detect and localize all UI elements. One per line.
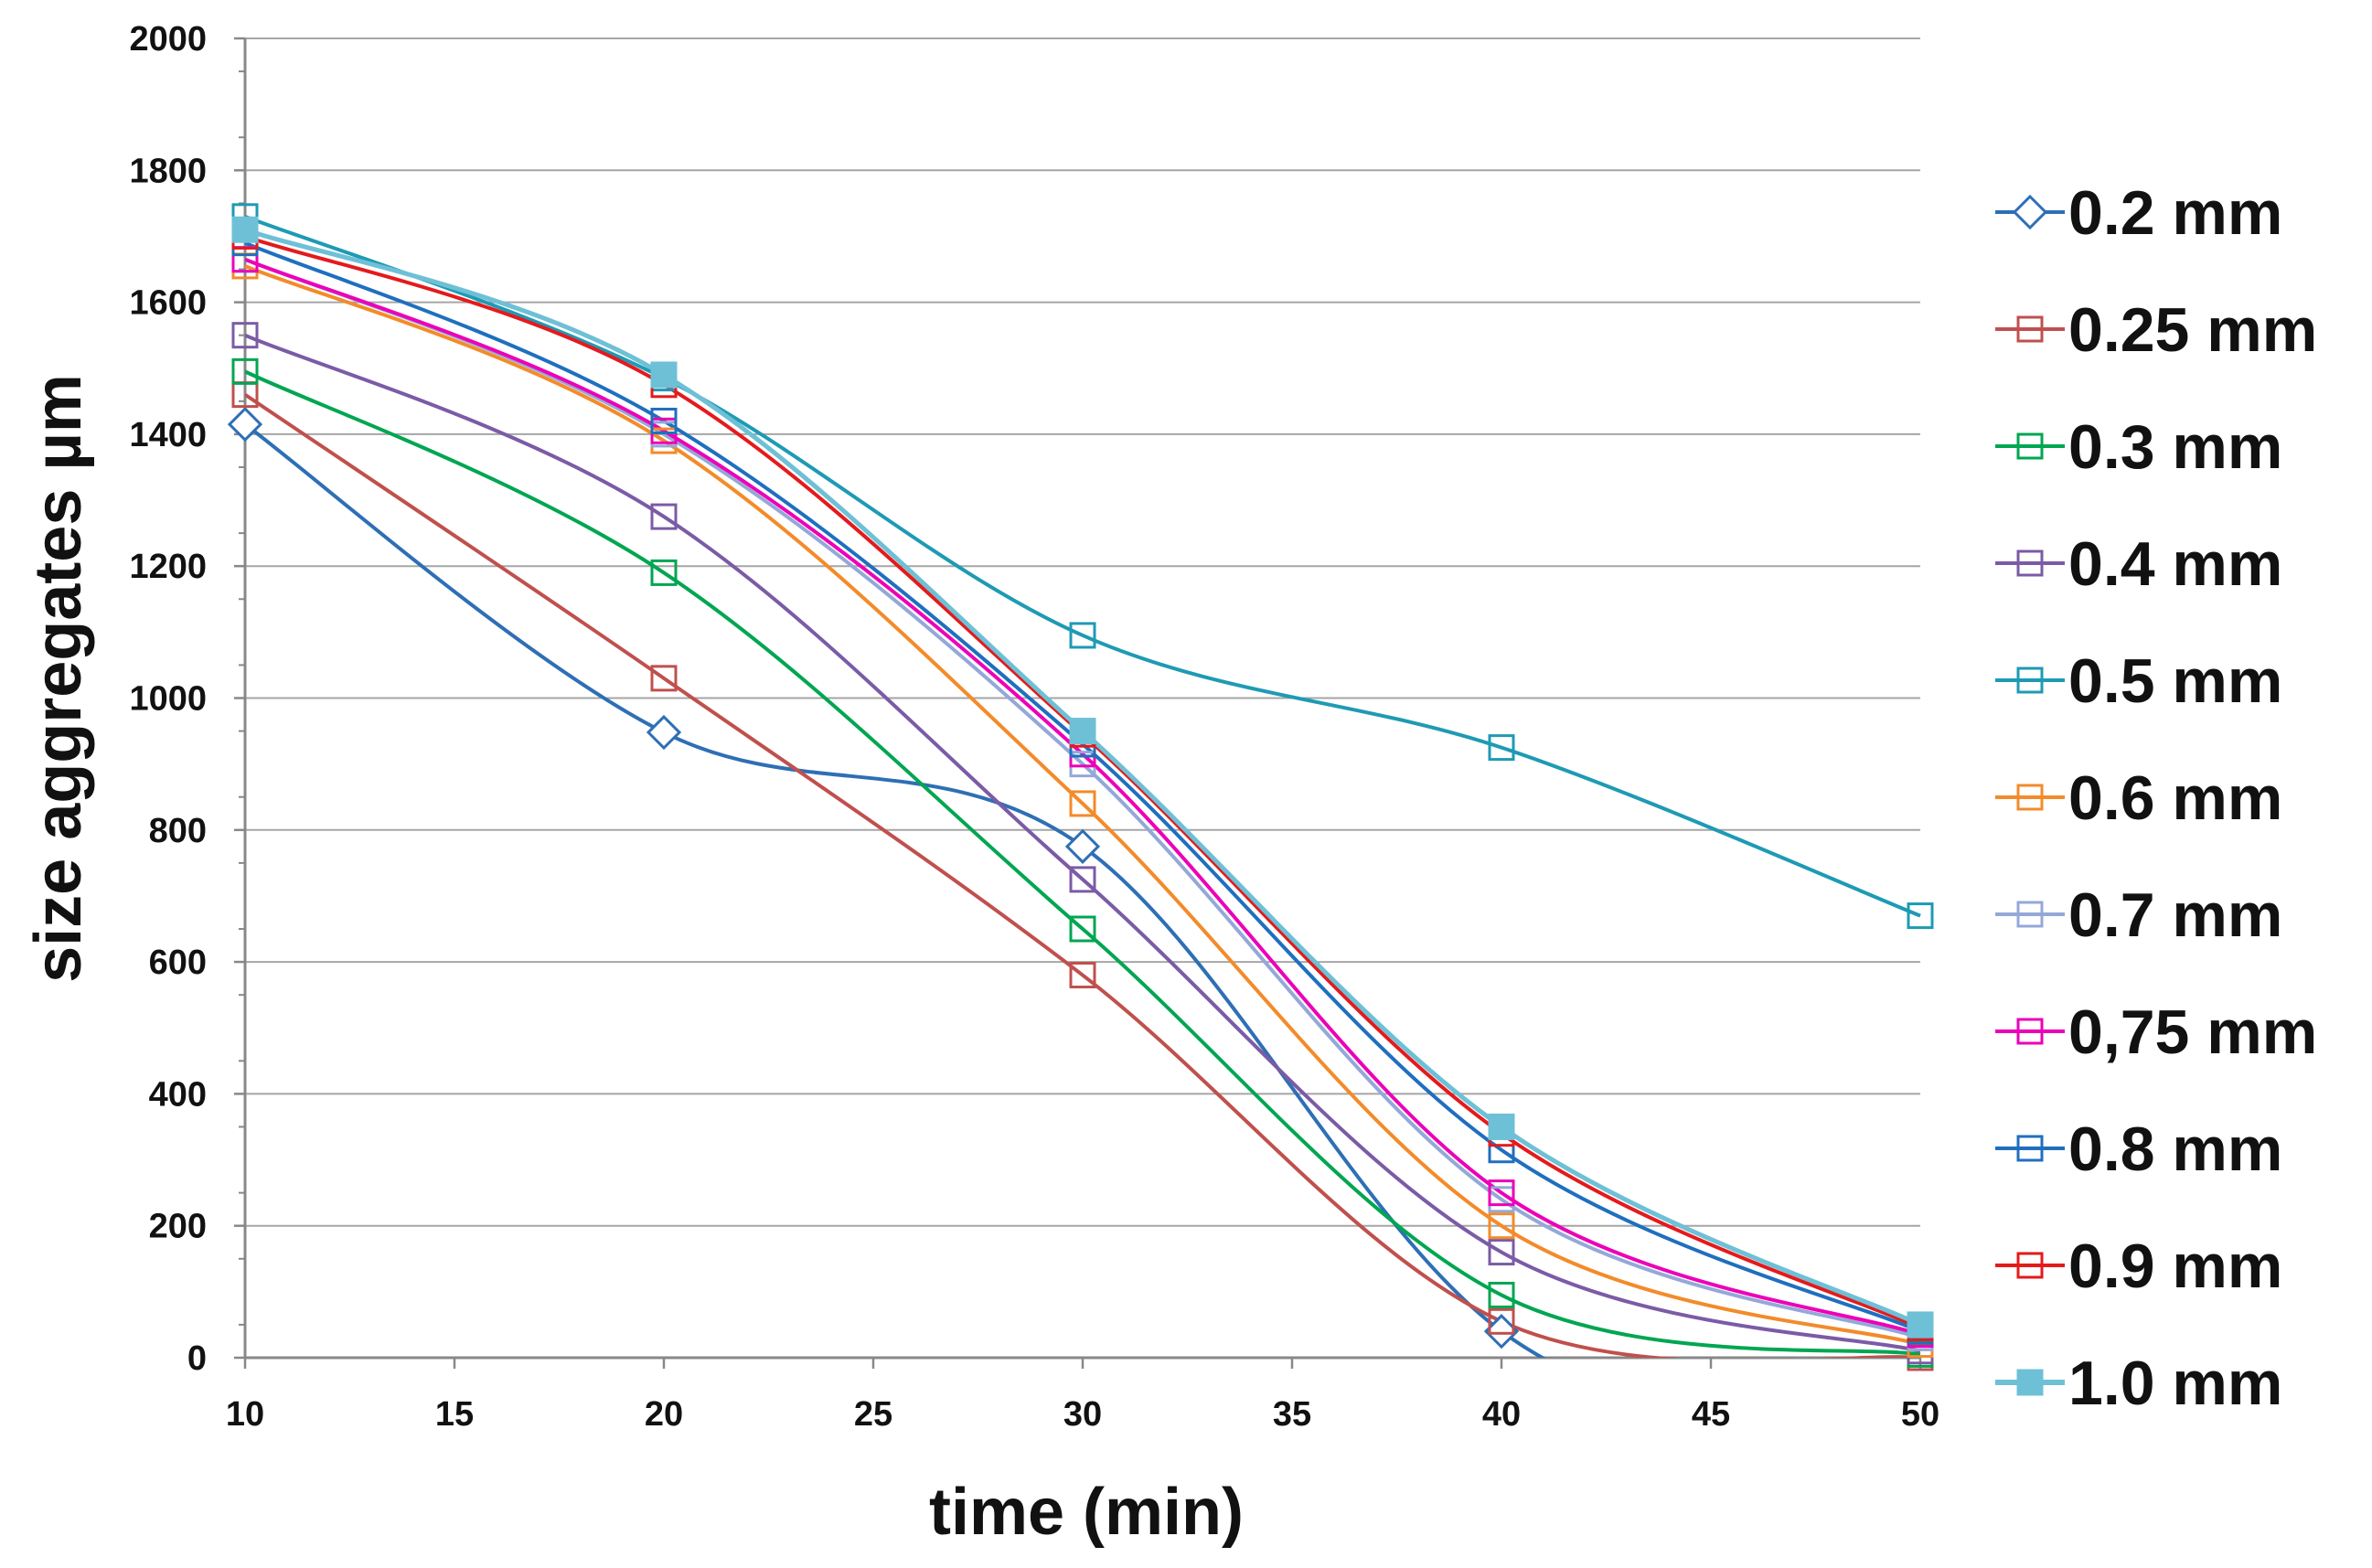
data-point-0-4-mm-t10 xyxy=(231,322,259,349)
data-point-0-2-mm-t30 xyxy=(1064,828,1101,864)
data-point-0-2-mm-t40 xyxy=(1483,1314,1520,1349)
legend-label-0-8-mm: 0.8 mm xyxy=(2068,1115,2282,1184)
legend-marker-0-6-mm xyxy=(2016,784,2044,811)
data-point-0-2-mm-t10 xyxy=(227,406,263,443)
x-tick-label-25: 25 xyxy=(854,1395,892,1434)
data-point-0-25-mm-t30 xyxy=(1069,962,1096,989)
data-point-1-0-mm-t20 xyxy=(650,361,678,389)
legend-marker-0-2-mm xyxy=(2012,194,2048,230)
y-tick-label-2000: 2000 xyxy=(129,20,207,59)
x-tick-label-50: 50 xyxy=(1901,1395,1939,1434)
legend-label-0-3-mm: 0.3 mm xyxy=(2068,412,2282,482)
legend-marker-0-3-mm xyxy=(2016,432,2044,460)
data-point-0-25-mm-t40 xyxy=(1488,1307,1515,1335)
gridlines xyxy=(245,37,1920,1227)
x-tick-label-10: 10 xyxy=(226,1395,264,1434)
series-line-0-3-mm xyxy=(245,369,1921,1357)
data-point-0-2-mm-t20 xyxy=(646,714,682,751)
tick-labels: 0 200 400 600 800 1000 1200 1400 1600 1800 2000 10 1… xyxy=(129,20,1939,1434)
legend-label-0-7-mm: 0.7 mm xyxy=(2068,880,2282,950)
legend-label-0-4-mm: 0.4 mm xyxy=(2068,529,2282,599)
data-point-0-5-mm-t50 xyxy=(1907,902,1934,930)
y-tick-label-1800: 1800 xyxy=(129,152,207,190)
markers-group xyxy=(227,203,1934,1371)
legend-label-0-6-mm: 0.6 mm xyxy=(2068,763,2282,833)
data-point-0-3-mm-t30 xyxy=(1069,915,1096,943)
x-tick-label-15: 15 xyxy=(435,1395,474,1434)
y-tick-label-600: 600 xyxy=(149,944,207,982)
legend-label-0-25-mm: 0.25 mm xyxy=(2068,295,2317,365)
series-line-0-5-mm xyxy=(245,214,1921,918)
legend-marker-0-25-mm xyxy=(2016,315,2044,343)
data-point-0-4-mm-t20 xyxy=(650,503,678,530)
data-point-0-6-mm-t30 xyxy=(1069,790,1096,817)
legend-label-0-75-mm: 0,75 mm xyxy=(2068,997,2317,1067)
y-tick-label-800: 800 xyxy=(149,812,207,850)
series-line-0-4-mm xyxy=(245,333,1921,1353)
legend-label-1-0-mm: 1.0 mm xyxy=(2068,1349,2282,1418)
legend-marker-0-7-mm xyxy=(2016,901,2044,928)
legend-label-0-5-mm: 0.5 mm xyxy=(2068,646,2282,716)
data-point-0-3-mm-t10 xyxy=(231,357,259,385)
legend-label-0-2-mm: 0.2 mm xyxy=(2068,178,2282,248)
legend-marker-1-0-mm xyxy=(2016,1369,2044,1396)
legend-marker-0-75-mm xyxy=(2016,1018,2044,1045)
y-tick-label-200: 200 xyxy=(149,1208,207,1246)
data-point-0-8-mm-t20 xyxy=(650,407,678,434)
data-point-0-5-mm-t40 xyxy=(1488,734,1515,762)
y-tick-label-1600: 1600 xyxy=(129,284,207,323)
data-point-0-4-mm-t30 xyxy=(1069,866,1096,893)
data-point-0-6-mm-t40 xyxy=(1488,1212,1515,1240)
x-tick-label-45: 45 xyxy=(1692,1395,1730,1434)
x-tick-label-35: 35 xyxy=(1273,1395,1311,1434)
y-axis-title: size aggregates µm xyxy=(22,374,95,983)
y-tick-label-1400: 1400 xyxy=(129,416,207,454)
data-point-1-0-mm-t10 xyxy=(231,216,259,243)
legend-marker-0-9-mm xyxy=(2016,1252,2044,1279)
series-line-0-7-mm xyxy=(245,257,1921,1340)
y-tick-label-400: 400 xyxy=(149,1075,207,1114)
legend-label-0-9-mm: 0.9 mm xyxy=(2068,1232,2282,1301)
x-axis-title: time (min) xyxy=(929,1476,1244,1549)
y-tick-label-1000: 1000 xyxy=(129,680,207,719)
data-point-1-0-mm-t40 xyxy=(1488,1113,1515,1140)
data-point-1-0-mm-t50 xyxy=(1907,1311,1934,1339)
data-point-1-0-mm-t30 xyxy=(1069,718,1096,745)
legend-marker-0-4-mm xyxy=(2016,549,2044,577)
data-point-0-3-mm-t20 xyxy=(650,559,678,586)
x-tick-label-20: 20 xyxy=(645,1395,683,1434)
data-point-0-5-mm-t30 xyxy=(1069,622,1096,649)
series-line-0-25-mm xyxy=(245,392,1921,1358)
x-tick-label-40: 40 xyxy=(1482,1395,1521,1434)
series-line-0-75-mm xyxy=(245,257,1921,1337)
legend-marker-0-5-mm xyxy=(2016,667,2044,694)
legend-marker-0-8-mm xyxy=(2016,1135,2044,1162)
legend: 0.2 mm 0.25 mm 0.3 mm 0.4 mm 0.5 mm 0.6 mm 0.7… xyxy=(1995,178,2317,1418)
data-point-0-75-mm-t40 xyxy=(1488,1179,1515,1207)
series-line-0-8-mm xyxy=(245,240,1921,1333)
data-point-0-25-mm-t20 xyxy=(650,665,678,692)
y-tick-label-1200: 1200 xyxy=(129,548,207,586)
x-tick-label-30: 30 xyxy=(1063,1395,1102,1434)
y-tick-label-0: 0 xyxy=(187,1339,207,1378)
series-line-0-6-mm xyxy=(245,264,1921,1347)
data-point-0-4-mm-t40 xyxy=(1488,1239,1515,1266)
data-point-0-3-mm-t40 xyxy=(1488,1281,1515,1308)
